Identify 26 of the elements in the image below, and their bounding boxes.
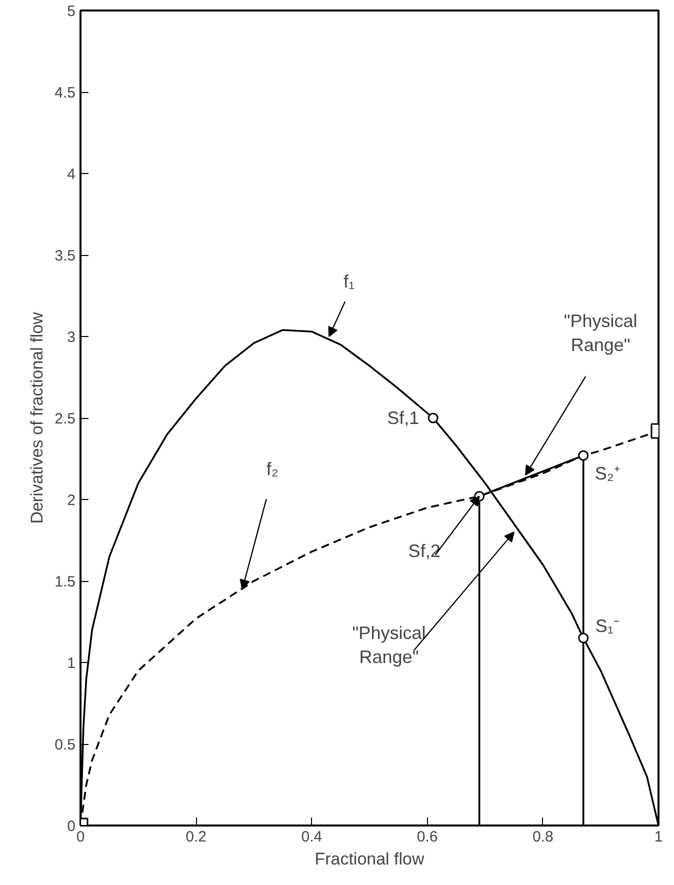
y-tick-label: 3 bbox=[67, 329, 76, 346]
y-tick-label: 4 bbox=[67, 166, 76, 183]
x-tick-label: 0.4 bbox=[301, 828, 322, 846]
annotation: "Physical Range" bbox=[564, 311, 638, 356]
annotation: Sf,2 bbox=[408, 541, 440, 562]
annotation: f₂ bbox=[266, 459, 278, 480]
x-axis-title: Fractional flow bbox=[314, 850, 426, 868]
annotation: Sf,1 bbox=[387, 408, 420, 428]
y-tick-label: 3.5 bbox=[54, 248, 76, 264]
y-axis-title: Derivatives of fractional flow bbox=[28, 311, 47, 524]
y-tick-label: 2 bbox=[67, 492, 76, 509]
annotation: "Physical Range" bbox=[352, 623, 426, 668]
y-tick-label: 0.5 bbox=[54, 736, 76, 754]
x-tick-label: 0.8 bbox=[532, 828, 554, 846]
annotation: S₂⁺ bbox=[594, 463, 620, 484]
x-tick-label: 1 bbox=[654, 828, 663, 846]
y-tick-label: 1 bbox=[67, 655, 76, 672]
annotation: S₁⁻ bbox=[595, 616, 620, 636]
y-tick-label: 5 bbox=[67, 3, 76, 20]
x-tick-label: 0.6 bbox=[416, 828, 438, 846]
annotation: f₁ bbox=[344, 272, 355, 292]
y-tick-label: 2.5 bbox=[54, 410, 76, 428]
y-tick-label: 4.5 bbox=[54, 84, 76, 102]
x-tick-label: 0.2 bbox=[186, 828, 207, 846]
y-tick-label: 1.5 bbox=[54, 574, 76, 590]
y-tick-label: 0 bbox=[67, 818, 76, 835]
